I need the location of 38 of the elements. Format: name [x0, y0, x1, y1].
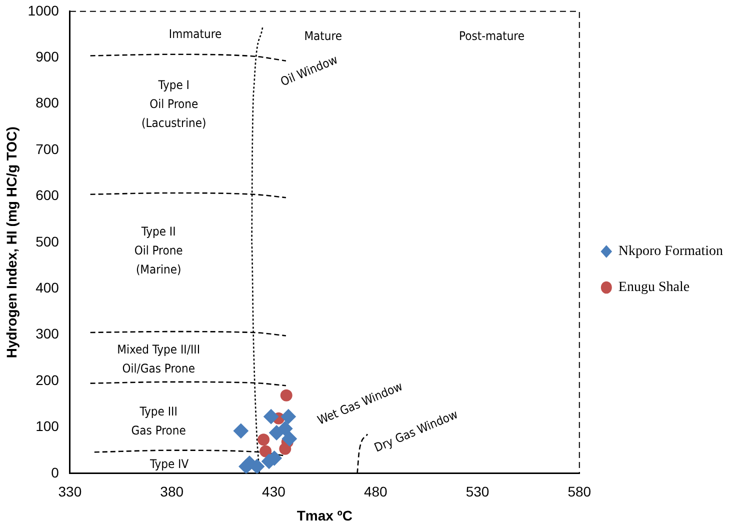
annotation: Type I Oil Prone (Lacustrine) — [142, 78, 206, 130]
annotation: Post-mature — [459, 28, 525, 43]
annotation: Type III Gas Prone — [131, 404, 186, 438]
x-tick-label: 480 — [364, 484, 388, 500]
annotation: Type IV — [148, 457, 190, 472]
point — [233, 423, 248, 438]
annotation: Mature — [304, 28, 342, 43]
point — [260, 445, 272, 458]
point — [278, 421, 293, 436]
y-tick-label: 1000 — [28, 2, 60, 18]
point — [280, 409, 296, 424]
x-tick-label: 530 — [466, 484, 490, 500]
y-tick-label: 700 — [36, 140, 60, 157]
x-axis-title: Tmax ºC — [296, 507, 353, 524]
annotation: Type II Oil Prone (Marine) — [134, 224, 184, 276]
x-tick-label: 580 — [568, 484, 592, 500]
legend-label: Enugu Shale — [618, 280, 690, 296]
y-tick-label: 100 — [36, 418, 60, 434]
annotation: Immature — [168, 27, 222, 42]
y-tick-label: 300 — [36, 326, 60, 342]
legend-label: Nkporo Formation — [618, 244, 724, 260]
point — [238, 458, 254, 474]
y-tick-label: 800 — [36, 94, 60, 111]
point — [258, 434, 270, 446]
point — [264, 409, 279, 424]
x-tick-label: 430 — [262, 484, 286, 500]
y-tick-label: 600 — [36, 187, 60, 204]
y-tick-label: 900 — [36, 48, 60, 64]
point — [250, 458, 265, 474]
x-tick-label: 330 — [58, 484, 82, 500]
y-tick-label: 400 — [36, 279, 60, 296]
y-tick-label: 200 — [36, 372, 60, 388]
y-axis-title: Hydrogen Index, HI (mg HC/g TOC) — [3, 126, 20, 358]
y-tick-label: 500 — [36, 233, 60, 250]
annotation: Mixed Type II/III Oil/Gas Prone — [117, 342, 200, 376]
y-tick-label: 0 — [51, 464, 60, 480]
x-tick-label: 380 — [160, 484, 184, 500]
point — [280, 389, 292, 402]
